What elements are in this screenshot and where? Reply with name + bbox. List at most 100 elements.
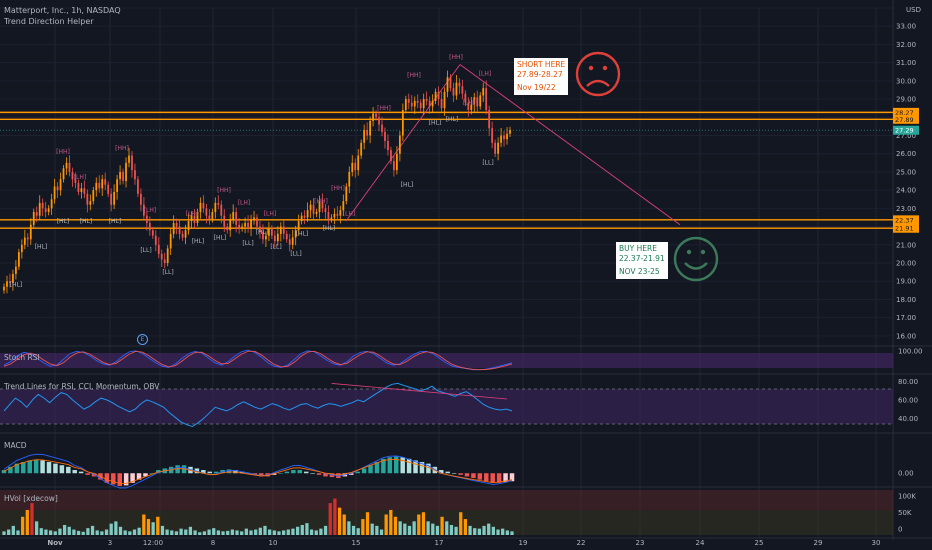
candle <box>407 99 410 103</box>
time-tick: 24 <box>696 539 705 547</box>
candle <box>205 208 208 216</box>
macd-bar <box>72 470 77 474</box>
volume-bar <box>477 528 482 535</box>
candle <box>226 226 229 231</box>
macd-bar <box>233 470 238 474</box>
symbol-title[interactable]: Matterport, Inc., 1h, NASDAQ <box>4 6 121 15</box>
volume-bar <box>463 519 468 535</box>
volume-bar <box>342 514 346 535</box>
stoch-rsi-label[interactable]: Stoch RSI <box>4 353 40 362</box>
swing-label: [HL] <box>10 282 23 289</box>
candle <box>348 171 351 187</box>
macd-bar <box>258 473 264 477</box>
volume-bar <box>207 529 211 535</box>
volume-bar <box>30 503 34 535</box>
zone-price-text: 27.89 <box>895 116 914 124</box>
candle <box>74 179 77 183</box>
swing-label: [HL] <box>446 116 459 123</box>
volume-bar <box>146 519 151 535</box>
candle <box>140 193 142 205</box>
volume-bar <box>333 498 337 535</box>
volume-bar <box>132 529 137 535</box>
candle <box>6 281 8 287</box>
trend-lines-label[interactable]: Trend Lines for RSI, CCI, Momentum, OBV <box>4 382 160 391</box>
hvol-label[interactable]: HVol [xdecow] <box>4 494 58 503</box>
candle <box>369 120 371 136</box>
candle <box>330 217 333 220</box>
candle <box>241 226 244 229</box>
candle <box>470 104 473 111</box>
candle <box>131 155 133 171</box>
candle <box>434 91 437 101</box>
price-tick: 26.00 <box>896 150 916 158</box>
candle <box>294 230 297 238</box>
macd-bar <box>336 473 341 479</box>
price-tick: 19.00 <box>896 278 916 286</box>
macd-bar <box>310 473 315 474</box>
candle <box>494 142 497 154</box>
candle <box>396 153 398 171</box>
candle <box>101 179 104 189</box>
volume-bar <box>160 525 165 535</box>
candle <box>413 100 416 107</box>
candle <box>134 170 136 180</box>
candle <box>217 202 220 205</box>
candle <box>404 99 407 111</box>
candle <box>315 212 318 214</box>
candle <box>342 201 345 211</box>
candle <box>178 226 181 234</box>
candle <box>410 102 413 107</box>
swing-label: [LH] <box>238 200 251 207</box>
macd-bar <box>458 473 463 475</box>
swing-label: [LL] <box>162 269 173 276</box>
volume-bar <box>165 529 169 535</box>
candle <box>285 233 288 240</box>
indicator-title[interactable]: Trend Direction Helper <box>4 17 94 26</box>
volume-bar <box>156 516 160 535</box>
candle <box>187 221 190 231</box>
macd-bar <box>387 457 393 474</box>
candle <box>193 215 196 223</box>
candle <box>378 117 380 125</box>
volume-bar <box>226 530 230 535</box>
volume-bar <box>2 531 6 535</box>
macd-bar <box>239 471 245 474</box>
volume-bar <box>459 512 463 535</box>
macd-bar <box>78 471 84 474</box>
earnings-icon[interactable]: E <box>137 334 148 345</box>
volume-bar <box>449 524 454 535</box>
macd-label[interactable]: MACD <box>4 441 27 450</box>
price-tick: 18.00 <box>896 296 916 304</box>
volume-bar <box>361 519 365 535</box>
volume-bar <box>291 528 295 535</box>
volume-bar <box>384 514 388 535</box>
candle <box>393 161 395 171</box>
volume-bar <box>347 521 351 535</box>
candle <box>416 100 419 103</box>
swing-label: [HL] <box>192 238 205 245</box>
swing-label: [LL] <box>140 247 151 254</box>
macd-bar <box>303 471 309 474</box>
volume-bar <box>440 516 444 535</box>
candle <box>259 226 261 233</box>
rsi-band <box>0 389 893 424</box>
candle <box>497 142 499 154</box>
volume-bar <box>86 528 90 535</box>
macd-bar <box>477 473 483 480</box>
candle <box>148 222 151 231</box>
price-tick: 16.00 <box>896 332 916 340</box>
candle <box>288 239 291 245</box>
swing-label: [HH] <box>314 198 328 205</box>
volume-bar <box>44 529 48 535</box>
price-tick: 17.00 <box>896 314 916 322</box>
volume-bar <box>277 531 281 535</box>
swing-label: [HH] <box>115 145 129 152</box>
volume-bar <box>184 529 188 535</box>
candle <box>41 202 44 209</box>
candle <box>190 215 193 222</box>
candle <box>214 202 217 213</box>
candle <box>71 171 74 180</box>
time-tick: 10 <box>269 539 278 547</box>
candle <box>476 97 479 107</box>
